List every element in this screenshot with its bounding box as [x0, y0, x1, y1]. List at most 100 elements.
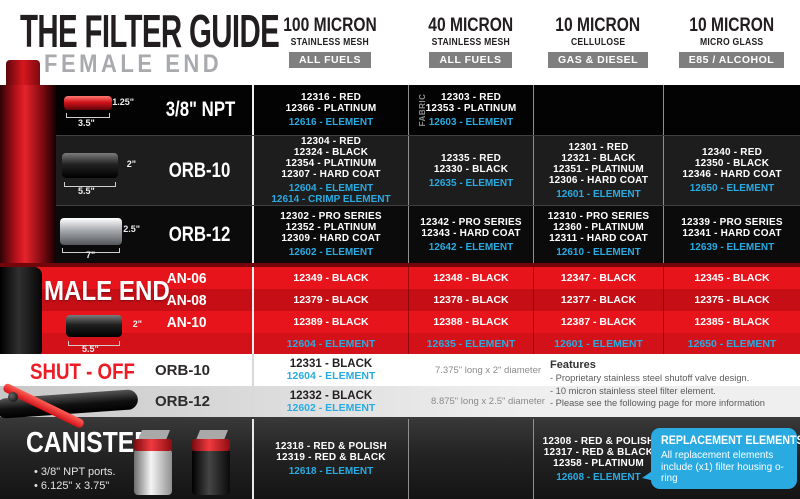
part-number: 12332 - BLACK: [289, 389, 373, 402]
dimension-height: 1.25": [112, 97, 134, 107]
parts-cell: 12332 - BLACK 12602 - ELEMENT: [252, 386, 408, 417]
element-number: 12608 - ELEMENT: [556, 471, 641, 483]
element-number: 12602 - ELEMENT: [288, 247, 374, 258]
table-row-npt: 1.25" 3.5" 3/8" NPT 12316 - RED 12366 - P…: [56, 85, 800, 136]
element-number: 12650 - ELEMENT: [663, 333, 800, 354]
part-number: 12309 - HARD COAT: [281, 233, 381, 244]
dimension-bracket: [62, 248, 120, 253]
part-number: 12343 - HARD COAT: [421, 227, 521, 239]
parts-cell: 12342 - PRO SERIES 12343 - HARD COAT 1264…: [408, 206, 533, 263]
part-number: 12377 - BLACK: [533, 289, 663, 311]
canister-bullet: • 6.125" x 3.75": [34, 480, 110, 492]
table-row-an08: AN-08 12379 - BLACK 12378 - BLACK 12377 …: [0, 289, 800, 311]
element-number: 12601 - ELEMENT: [533, 333, 663, 354]
part-number: 12348 - BLACK: [408, 267, 533, 289]
shut-off-section: ORB-10 12331 - BLACK 12604 - ELEMENT 7.3…: [0, 354, 800, 430]
section-title-male-end: MALE END: [44, 275, 170, 306]
column-header-10-micron-cellulose: 10 MICRON CELLULOSE GAS & DIESEL: [533, 0, 663, 85]
dimension-bracket: [64, 182, 116, 187]
canister-photo-polish: [134, 430, 172, 495]
part-number: 12358 - PLATINUM: [553, 457, 644, 469]
row-label-zone: 2.5" 7" ORB-12: [56, 206, 252, 263]
fuel-badge: ALL FUELS: [288, 52, 372, 68]
callout-title: REPLACEMENT ELEMENTS: [661, 435, 800, 447]
part-number: 12342 - PRO SERIES: [420, 216, 522, 228]
part-number: 12375 - BLACK: [663, 289, 800, 311]
row-label-zone: 2" 5.5" ORB-10: [56, 136, 252, 205]
page-title: THE FILTER GUIDE: [20, 5, 280, 57]
feature-item: - Proprietary stainless steel shutoff va…: [550, 373, 750, 383]
row-label: ORB-10: [169, 158, 231, 182]
fabric-tag: FABRIC: [417, 93, 427, 127]
part-number: 12307 - HARD COAT: [281, 169, 381, 180]
part-number: 12317 - RED & BLACK: [543, 446, 654, 458]
canister-cap: [134, 439, 172, 451]
part-number: 12335 - RED: [440, 152, 501, 164]
parts-cell: 12339 - PRO SERIES 12341 - HARD COAT 1263…: [663, 206, 800, 263]
fuel-badge: ALL FUELS: [429, 52, 512, 68]
dimension-height: 2": [126, 159, 136, 169]
part-number: 12389 - BLACK: [252, 311, 408, 333]
part-number: 12347 - BLACK: [533, 267, 663, 289]
media-label: STAINLESS MESH: [290, 36, 370, 48]
parts-cell: 12302 - PRO SERIES 12352 - PLATINUM 12309 …: [252, 206, 408, 263]
row-label: ORB-12: [169, 222, 231, 246]
parts-cell-empty: [533, 85, 663, 135]
part-number: 12318 - RED & POLISH: [275, 441, 387, 452]
part-number: 12350 - BLACK: [694, 158, 770, 169]
filter-illustration: [66, 315, 122, 337]
table-row-shutoff-orb10: ORB-10 12331 - BLACK 12604 - ELEMENT 7.3…: [0, 354, 800, 386]
parts-cell: 12335 - RED 12330 - BLACK 12635 - ELEMENT: [408, 136, 533, 205]
an-fitting-photo: [0, 267, 42, 358]
media-label: CELLULOSE: [570, 36, 626, 48]
red-filter-photo: [6, 60, 40, 88]
column-header-100-micron: 100 MICRON STAINLESS MESH ALL FUELS: [252, 0, 408, 85]
part-number: 12310 - PRO SERIES: [547, 211, 650, 222]
dimension-bracket: [66, 113, 110, 118]
micron-label: 40 MICRON: [428, 15, 513, 36]
element-number: 12642 - ELEMENT: [428, 241, 514, 253]
feature-item: - Please see the following page for more…: [550, 398, 765, 408]
micron-label: 10 MICRON: [555, 15, 641, 36]
row-label: AN-06: [166, 269, 207, 287]
size-note: 7.375" long x 2" diameter: [434, 364, 542, 376]
page-header: THE FILTER GUIDE FEMALE END 100 MICRON S…: [0, 0, 800, 85]
filter-figure-orb10: 2" 5.5": [56, 136, 148, 205]
size-note: 8.875" long x 2.5" diameter: [431, 396, 545, 407]
table-row-elements: 12604 - ELEMENT 12635 - ELEMENT 12601 - …: [0, 333, 800, 354]
part-number: 12316 - RED: [300, 92, 361, 103]
parts-cell: 12308 - RED & POLISH 12317 - RED & BLACK 1…: [533, 419, 663, 499]
column-headers: 100 MICRON STAINLESS MESH ALL FUELS 40 M…: [252, 0, 800, 85]
row-label: ORB-10: [154, 361, 210, 379]
fuel-badge: GAS & DIESEL: [547, 52, 649, 68]
fuel-badge: E85 / ALCOHOL: [678, 52, 785, 68]
part-number: 12385 - BLACK: [663, 311, 800, 333]
part-number: 12388 - BLACK: [408, 311, 533, 333]
part-number: 12308 - RED & POLISH: [542, 435, 655, 447]
row-label: 3/8" NPT: [165, 98, 235, 121]
section-subtitle-female-end: FEMALE END: [44, 50, 223, 78]
element-number: 12602 - ELEMENT: [286, 401, 376, 414]
row-label: AN-10: [166, 313, 207, 331]
media-label: MICRO GLASS: [699, 36, 764, 48]
part-number: 12341 - HARD COAT: [682, 227, 782, 239]
element-number: 12610 - ELEMENT: [556, 247, 641, 258]
dimension-height: 2": [132, 319, 142, 329]
table-row-an10: AN-10 12389 - BLACK 12388 - BLACK 12387 …: [0, 311, 800, 333]
part-number: 12331 - BLACK: [289, 358, 373, 370]
filter-figure-male: 2" 5.5": [58, 311, 158, 355]
dimension-height: 2.5": [123, 224, 140, 234]
dimension-length: 5.5": [78, 186, 95, 196]
part-number: 12366 - PLATINUM: [285, 103, 377, 114]
replacement-elements-zone: REPLACEMENT ELEMENTS All replacement ele…: [642, 419, 800, 499]
element-number: 12601 - ELEMENT: [556, 188, 641, 200]
element-number: 12616 - ELEMENT: [288, 117, 374, 128]
filter-illustration: [64, 96, 112, 110]
part-number: 12346 - HARD COAT: [682, 169, 782, 180]
part-number: 12352 - PLATINUM: [285, 222, 377, 233]
table-row-orb10: 2" 5.5" ORB-10 12304 - RED 12324 - BLACK 1…: [56, 136, 800, 206]
parts-cell: 12310 - PRO SERIES 12360 - PLATINUM 12311 …: [533, 206, 663, 263]
row-label-zone: 1.25" 3.5" 3/8" NPT: [56, 85, 252, 135]
canister-bullet: • 3/8" NPT ports.: [34, 466, 116, 478]
dimension-bracket: [68, 341, 120, 346]
